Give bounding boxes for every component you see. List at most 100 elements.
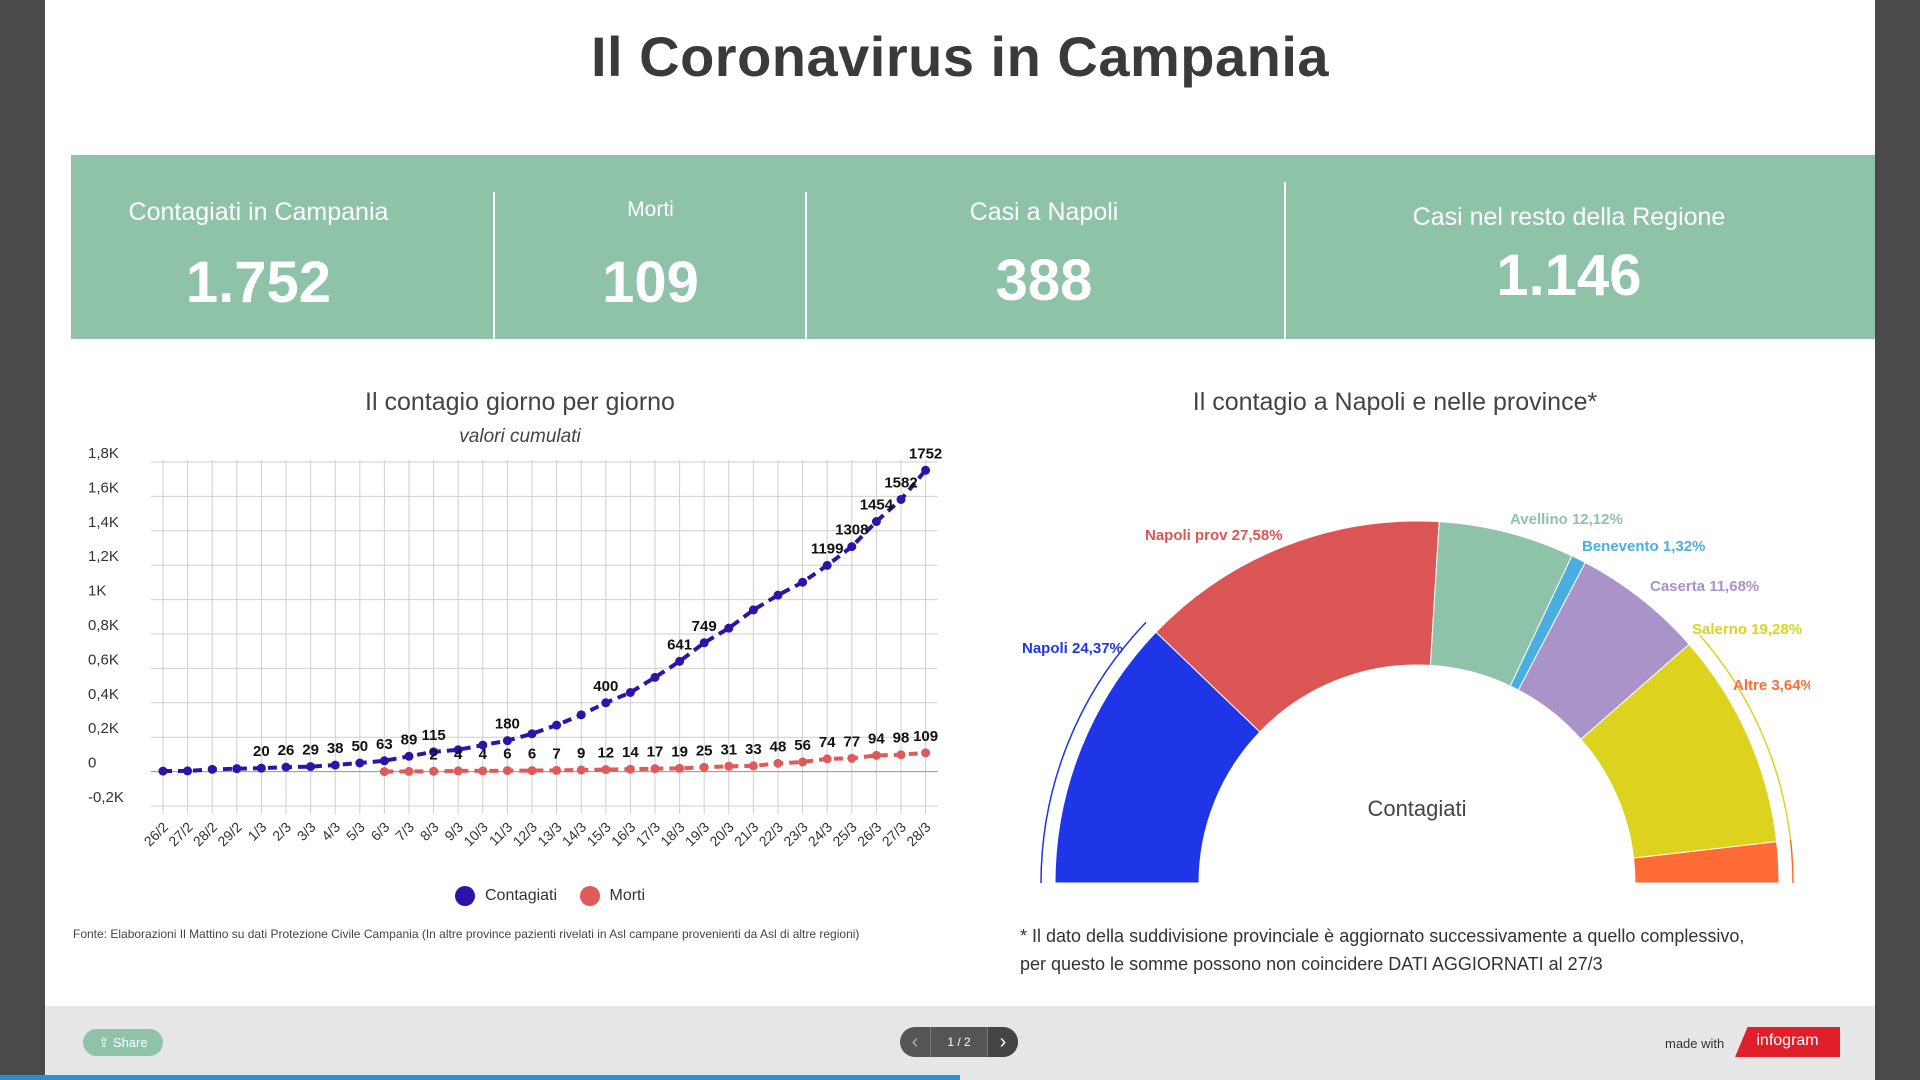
infogram-logo[interactable]: infogram	[1735, 1027, 1840, 1057]
slice-label: Avellino 12,12%	[1510, 511, 1623, 528]
stat-value: 388	[995, 248, 1093, 313]
data-point	[404, 766, 414, 776]
share-button[interactable]: ⇪ Share	[83, 1029, 163, 1056]
data-point	[502, 766, 512, 776]
stat-label: Contagiati in Campania	[128, 198, 389, 226]
data-point	[552, 765, 562, 775]
x-tick-label: 26/2	[141, 819, 172, 850]
legend-label: Morti	[609, 887, 646, 905]
y-tick-label: 0,2K	[88, 720, 119, 737]
data-label: 48	[770, 738, 787, 755]
line-chart-title: Il contagio giorno per giorno	[365, 388, 675, 416]
data-point	[921, 465, 931, 475]
x-tick-label: 26/3	[854, 819, 885, 850]
stat-label: Morti	[627, 198, 674, 221]
share-icon: ⇪	[98, 1035, 113, 1050]
data-label: 641	[667, 636, 692, 653]
data-label: 109	[913, 728, 938, 745]
data-label: 4	[454, 746, 463, 763]
data-label: 17	[647, 744, 664, 761]
x-tick-label: 4/3	[318, 819, 343, 844]
prev-page-button[interactable]: ‹	[911, 1031, 919, 1053]
x-tick-label: 18/3	[657, 819, 688, 850]
data-point	[650, 672, 660, 682]
data-label: 4	[479, 746, 488, 763]
data-label: 7	[552, 745, 560, 762]
data-point	[748, 605, 758, 615]
footnote-line: * Il dato della suddivisione provinciale…	[1020, 926, 1745, 946]
progress-bar	[0, 1075, 960, 1080]
y-tick-label: 1,6K	[88, 479, 119, 496]
page-title: Il Coronavirus in Campania	[590, 25, 1330, 88]
x-tick-label: 27/2	[165, 819, 196, 850]
data-point	[871, 750, 881, 760]
data-label: 9	[577, 745, 585, 762]
slice-label: Salerno 19,28%	[1692, 621, 1802, 638]
data-point	[847, 542, 857, 552]
x-tick-label: 12/3	[510, 819, 541, 850]
data-point	[675, 763, 685, 773]
data-label: 94	[868, 730, 885, 747]
divider	[805, 192, 807, 339]
data-label: 1308	[835, 522, 868, 539]
stat-contagiati: Contagiati in Campania 1.752	[71, 155, 446, 339]
stat-napoli: Casi a Napoli 388	[807, 155, 1281, 339]
x-tick-label: 8/3	[417, 819, 442, 844]
y-tick-label: 1,4K	[88, 514, 119, 531]
data-point	[724, 761, 734, 771]
data-label: 26	[278, 742, 295, 759]
x-tick-label: 14/3	[559, 819, 590, 850]
x-tick-label: 16/3	[608, 819, 639, 850]
data-point	[576, 765, 586, 775]
data-label: 89	[401, 731, 418, 748]
data-label: 19	[671, 743, 688, 760]
x-tick-label: 27/3	[879, 819, 910, 850]
data-point	[232, 764, 242, 774]
data-label: 1752	[909, 445, 942, 462]
stat-value: 109	[602, 250, 699, 315]
data-label: 6	[528, 746, 536, 763]
series-line-contagiati	[162, 468, 928, 774]
data-label: 98	[893, 730, 910, 747]
data-point	[847, 753, 857, 763]
data-point	[330, 760, 340, 770]
data-point	[650, 764, 660, 774]
y-tick-label: 0,8K	[88, 617, 119, 634]
data-point	[281, 762, 291, 772]
data-point	[306, 762, 316, 772]
x-tick-label: 22/3	[756, 819, 787, 850]
data-point	[699, 638, 709, 648]
data-label: 63	[376, 736, 393, 753]
y-tick-label: 1K	[88, 583, 106, 600]
data-label: 1199	[811, 540, 844, 557]
footnote-line: per questo le somme possono non coincide…	[1020, 954, 1603, 974]
data-point	[921, 748, 931, 758]
made-with-label: made with	[1665, 1036, 1725, 1051]
stat-resto-regione: Casi nel resto della Regione 1.146	[1286, 155, 1852, 339]
embed-footer: ⇪ Share ‹ 1 / 2 › made with infogram	[45, 1006, 1875, 1080]
next-page-button[interactable]: ›	[988, 1027, 1018, 1057]
legend-swatch	[455, 886, 475, 906]
source-note: Fonte: Elaborazioni Il Mattino su dati P…	[73, 927, 860, 941]
data-label: 12	[597, 745, 614, 762]
data-point	[773, 590, 783, 600]
slice-bracket	[1699, 634, 1792, 841]
data-point	[896, 494, 906, 504]
y-tick-label: -0,2K	[88, 789, 124, 806]
x-tick-label: 5/3	[343, 819, 368, 844]
legend-item-morti[interactable]: Morti	[579, 886, 646, 906]
slice-label: Napoli prov 27,58%	[1145, 527, 1283, 544]
x-tick-label: 6/3	[367, 819, 392, 844]
x-tick-label: 28/2	[190, 819, 221, 850]
data-label: 14	[622, 744, 639, 761]
data-point	[896, 750, 906, 760]
data-point	[625, 687, 635, 697]
data-point	[256, 763, 266, 773]
data-point	[699, 762, 709, 772]
legend-item-contagiati[interactable]: Contagiati	[455, 886, 557, 906]
data-label: 749	[692, 618, 717, 635]
slice-label: Altre 3,64%	[1733, 677, 1810, 694]
data-point	[379, 756, 389, 766]
data-label: 74	[819, 734, 836, 751]
line-chart: 1,8K 1,6K 1,4K 1,2K 1K 0,8K 0,6K 0,4K 0,2K 0 -0,2K…	[88, 445, 942, 850]
